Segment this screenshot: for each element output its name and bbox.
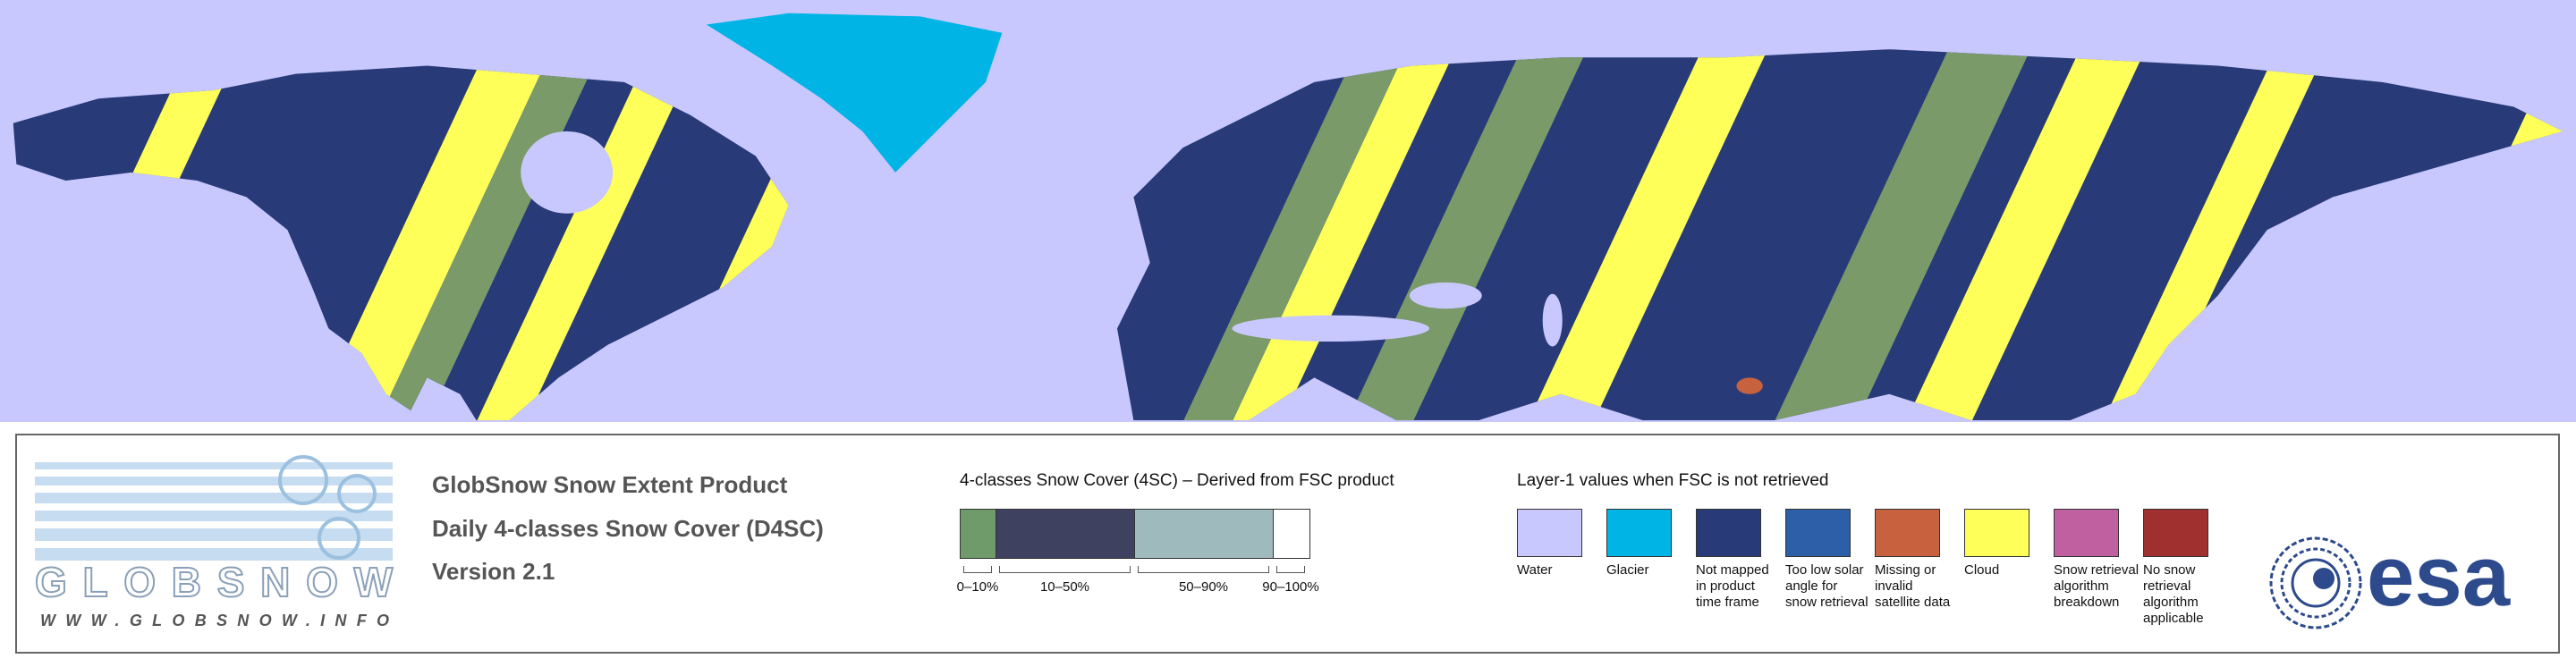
scale-bracket — [963, 566, 992, 573]
layer1-label: Not mapped in product time frame — [1696, 562, 1769, 610]
layer1-swatch — [2054, 509, 2119, 557]
scale-swatch — [961, 510, 996, 558]
layer1-swatch — [1606, 509, 1672, 557]
scale-label: 10–50% — [1039, 579, 1090, 595]
scale-swatch — [1135, 510, 1274, 558]
layer1-swatch — [2143, 509, 2208, 557]
scale-bracket — [1276, 566, 1305, 573]
layer1-swatch — [1875, 509, 1940, 557]
layer1-swatch — [1517, 509, 1582, 557]
layer1-title: Layer-1 values when FSC is not retrieved — [1517, 471, 1829, 490]
header-line: Version 2.1 — [432, 558, 555, 585]
layer1-swatch — [1785, 509, 1851, 557]
scale-label: 0–10% — [956, 579, 999, 595]
scale-swatch — [1274, 510, 1309, 558]
globsnow-logo: GLOBSNOW WWW.GLOBSNOW.INFO — [35, 455, 394, 629]
scale-title: 4-classes Snow Cover (4SC) – Derived fro… — [960, 471, 1394, 490]
layer1-label: Water — [1517, 562, 1553, 578]
legend-panel: GLOBSNOW WWW.GLOBSNOW.INFO GlobSnow Snow… — [15, 434, 2560, 654]
esa-logo: esa — [2269, 534, 2511, 629]
layer1-label: Too low solar angle for snow retrieval — [1785, 562, 1868, 610]
layer1-label: Missing or invalid satellite data — [1875, 562, 1951, 610]
layer1-label: Cloud — [1964, 562, 2000, 578]
scale-label: 90–100% — [1262, 579, 1319, 595]
scale-bracket — [999, 566, 1131, 573]
logo-name: GLOBSNOW — [35, 559, 394, 605]
snow-map — [0, 0, 2576, 422]
layer1-label: Glacier — [1606, 562, 1649, 578]
header-line: Daily 4-classes Snow Cover (D4SC) — [432, 515, 824, 542]
layer1-swatch — [1964, 509, 2029, 557]
logo-url: WWW.GLOBSNOW.INFO — [40, 612, 389, 629]
header-line: GlobSnow Snow Extent Product — [432, 471, 788, 498]
layer1-swatch — [1696, 509, 1761, 557]
scale-bracket — [1138, 566, 1269, 573]
layer1-label: Snow retrieval algorithm breakdown — [2054, 562, 2140, 610]
esa-text: esa — [2367, 534, 2511, 624]
scale-bar — [960, 509, 1310, 559]
scale-label: 50–90% — [1178, 579, 1229, 595]
scale-swatch — [996, 510, 1135, 558]
layer1-label: No snow retrieval algorithm applicable — [2143, 562, 2204, 626]
